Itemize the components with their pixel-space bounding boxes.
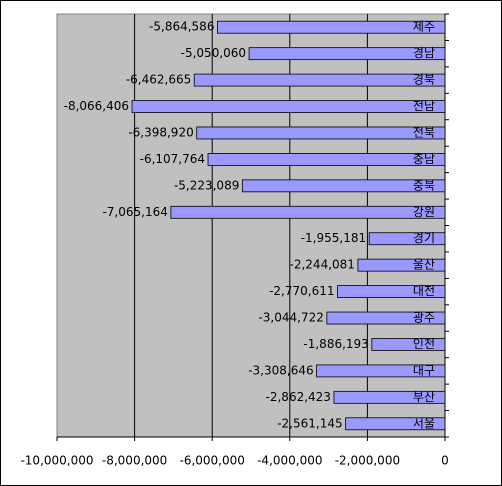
bar [326, 311, 446, 325]
category-label: 제주 [413, 20, 435, 34]
value-label: -8,066,406 [64, 99, 129, 113]
value-label: -6,107,764 [140, 152, 205, 166]
category-label: 강원 [413, 205, 435, 219]
value-label: -1,886,193 [303, 337, 368, 351]
bar [371, 338, 446, 351]
value-label: -5,864,586 [149, 20, 214, 34]
bar [170, 205, 446, 219]
x-tick-label: -2,000,000 [335, 454, 400, 468]
category-label: 광주 [413, 311, 435, 325]
x-tick-label: 0 [441, 454, 449, 468]
category-label: 경남 [413, 46, 435, 60]
bar [196, 126, 446, 140]
value-label: -6,462,665 [126, 73, 191, 87]
category-label: 충남 [413, 152, 435, 166]
category-label: 전남 [413, 99, 435, 113]
value-label: -1,955,181 [301, 231, 366, 245]
category-label: 경북 [413, 73, 435, 87]
x-tick-label: -6,000,000 [179, 454, 244, 468]
bar [357, 258, 446, 272]
bar [333, 390, 446, 404]
value-label: -2,862,423 [266, 390, 331, 404]
bar [217, 20, 446, 34]
category-label: 전북 [413, 125, 435, 139]
value-label: -6,398,920 [128, 125, 193, 139]
bar [241, 179, 446, 193]
category-label: 경기 [413, 231, 435, 245]
bar [207, 153, 446, 166]
x-tick-label: -10,000,000 [20, 454, 93, 468]
category-label: 서울 [413, 416, 435, 430]
category-label: 인천 [413, 336, 435, 351]
value-label: -7,065,164 [102, 205, 167, 219]
category-label: 부산 [413, 390, 435, 404]
category-label: 울산 [413, 258, 435, 272]
value-label: -3,308,646 [248, 363, 313, 377]
category-label: 충북 [413, 178, 435, 192]
value-label: -3,044,722 [258, 311, 323, 325]
bar [368, 232, 446, 246]
value-label: -5,223,089 [174, 178, 239, 192]
bar [248, 47, 446, 61]
bar [316, 364, 446, 378]
category-label: 대구 [413, 363, 435, 377]
value-label: -5,050,060 [181, 46, 246, 60]
value-label: -2,244,081 [290, 258, 355, 272]
value-label: -2,770,611 [269, 284, 334, 298]
value-label: -2,561,145 [277, 416, 342, 430]
bar [337, 285, 446, 298]
bar [345, 417, 446, 431]
bar [193, 73, 446, 87]
x-tick-label: -4,000,000 [257, 454, 322, 468]
bar [131, 100, 446, 113]
x-tick-label: -8,000,000 [102, 454, 167, 468]
category-label: 대전 [413, 284, 435, 298]
